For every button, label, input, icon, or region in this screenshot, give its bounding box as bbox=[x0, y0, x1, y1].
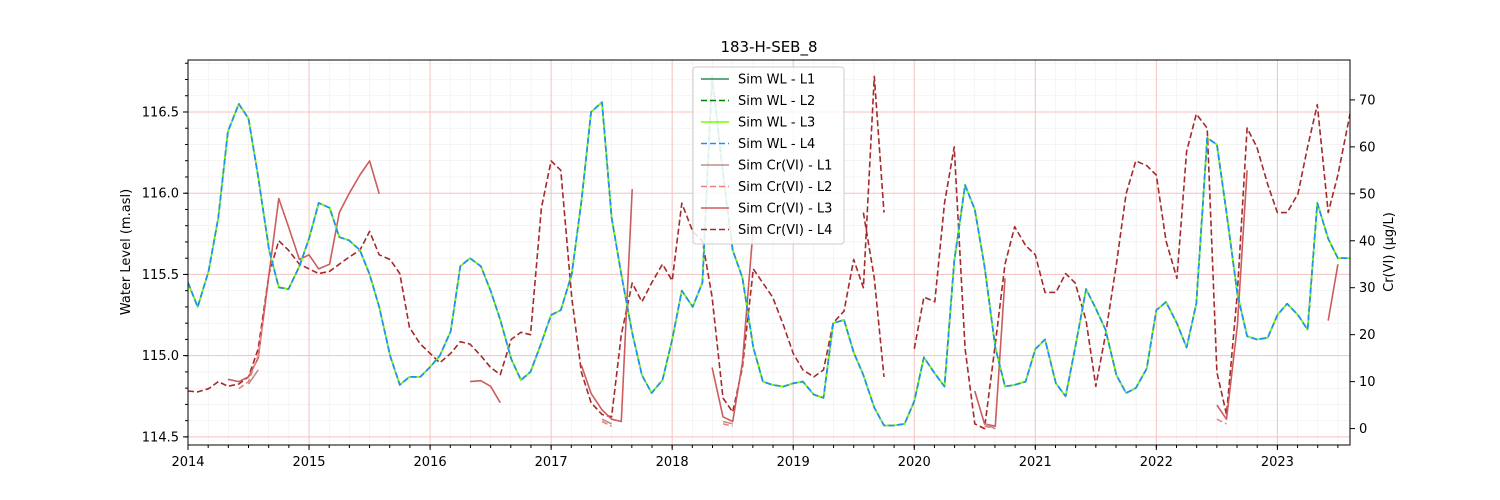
x-tick-label: 2015 bbox=[292, 455, 325, 470]
y-left-tick-label: 114.5 bbox=[142, 430, 179, 445]
x-tick-label: 2019 bbox=[777, 455, 810, 470]
y-left-tick-label: 115.0 bbox=[142, 349, 179, 364]
y-right-tick-label: 10 bbox=[1359, 375, 1376, 390]
y-axis-left: 114.5 115.0 115.5 116.0 116.5 bbox=[142, 62, 188, 445]
series-line-L3_cr bbox=[469, 379, 501, 404]
y-right-tick-label: 70 bbox=[1359, 93, 1376, 108]
series-line-L3_cr bbox=[1327, 264, 1339, 321]
series-line-L2_cr bbox=[601, 420, 612, 427]
series-line-L3_cr bbox=[711, 226, 755, 423]
x-tick-label: 2020 bbox=[898, 455, 931, 470]
legend-label: Sim WL - L2 bbox=[738, 94, 815, 109]
x-tick-label: 2021 bbox=[1019, 455, 1052, 470]
legend-label: Sim Cr(VI) - L2 bbox=[738, 180, 832, 195]
series-line-L2_cr bbox=[1216, 418, 1227, 425]
plot-frame bbox=[187, 59, 1351, 446]
series-line-L2_cr bbox=[722, 423, 733, 427]
x-tick-label: 2014 bbox=[171, 455, 204, 470]
x-axis: 2014 2015 2016 2017 2018 2019 2020 2021 2022 2023 bbox=[171, 445, 1339, 470]
x-tick-label: 2022 bbox=[1140, 455, 1173, 470]
series-line-L4_cr bbox=[862, 212, 885, 377]
series-line-L2_cr bbox=[238, 320, 264, 390]
legend-label: Sim WL - L4 bbox=[738, 137, 815, 152]
legend-label: Sim WL - L1 bbox=[738, 73, 815, 88]
series-layer bbox=[188, 75, 1350, 430]
series-line-L3_cr bbox=[1216, 170, 1248, 421]
legend-label: Sim WL - L3 bbox=[738, 116, 815, 131]
x-tick-label: 2017 bbox=[535, 455, 568, 470]
y-right-tick-label: 20 bbox=[1359, 328, 1376, 343]
legend-label: Sim Cr(VI) - L3 bbox=[738, 202, 832, 217]
series-line-L1_cr bbox=[247, 369, 259, 385]
y-axis-right: 0 10 20 30 40 50 60 70 bbox=[1350, 93, 1376, 437]
legend-label: Sim Cr(VI) - L1 bbox=[738, 159, 832, 174]
legend-label: Sim Cr(VI) - L4 bbox=[738, 223, 832, 238]
series-line-L1_cr bbox=[601, 418, 612, 425]
y-right-tick-label: 60 bbox=[1359, 140, 1376, 155]
legend-box bbox=[692, 66, 845, 245]
series-line-L1_cr bbox=[722, 420, 733, 425]
y-left-tick-label: 116.5 bbox=[142, 105, 179, 120]
chart-title: 183-H-SEB_8 bbox=[720, 38, 817, 57]
y-right-tick-label: 30 bbox=[1359, 281, 1376, 296]
series-line-L1_cr bbox=[984, 423, 996, 430]
series-line-L4_wl bbox=[188, 75, 1350, 427]
series-line-L3_cr bbox=[227, 160, 380, 383]
legend: Sim WL - L1 Sim WL - L2 Sim WL - L3 Sim WL … bbox=[692, 66, 845, 245]
y-right-tick-label: 40 bbox=[1359, 234, 1376, 249]
y-right-tick-label: 50 bbox=[1359, 187, 1376, 202]
series-line-L4_cr bbox=[188, 75, 885, 418]
series-line-L4_cr bbox=[913, 103, 1350, 430]
x-tick-label: 2018 bbox=[656, 455, 689, 470]
y-right-tick-label: 0 bbox=[1359, 422, 1367, 437]
y-axis-right-title: Cr(VI) (µg/L) bbox=[1382, 212, 1397, 292]
series-line-L3_cr bbox=[974, 278, 1006, 428]
series-group bbox=[188, 75, 1350, 430]
y-left-tick-label: 116.0 bbox=[142, 187, 179, 202]
x-tick-label: 2016 bbox=[414, 455, 447, 470]
y-axis-left-title: Water Level (m.asl) bbox=[119, 189, 134, 315]
y-left-tick-label: 115.5 bbox=[142, 268, 179, 283]
series-line-L3_cr bbox=[580, 189, 633, 423]
x-tick-label: 2023 bbox=[1261, 455, 1294, 470]
